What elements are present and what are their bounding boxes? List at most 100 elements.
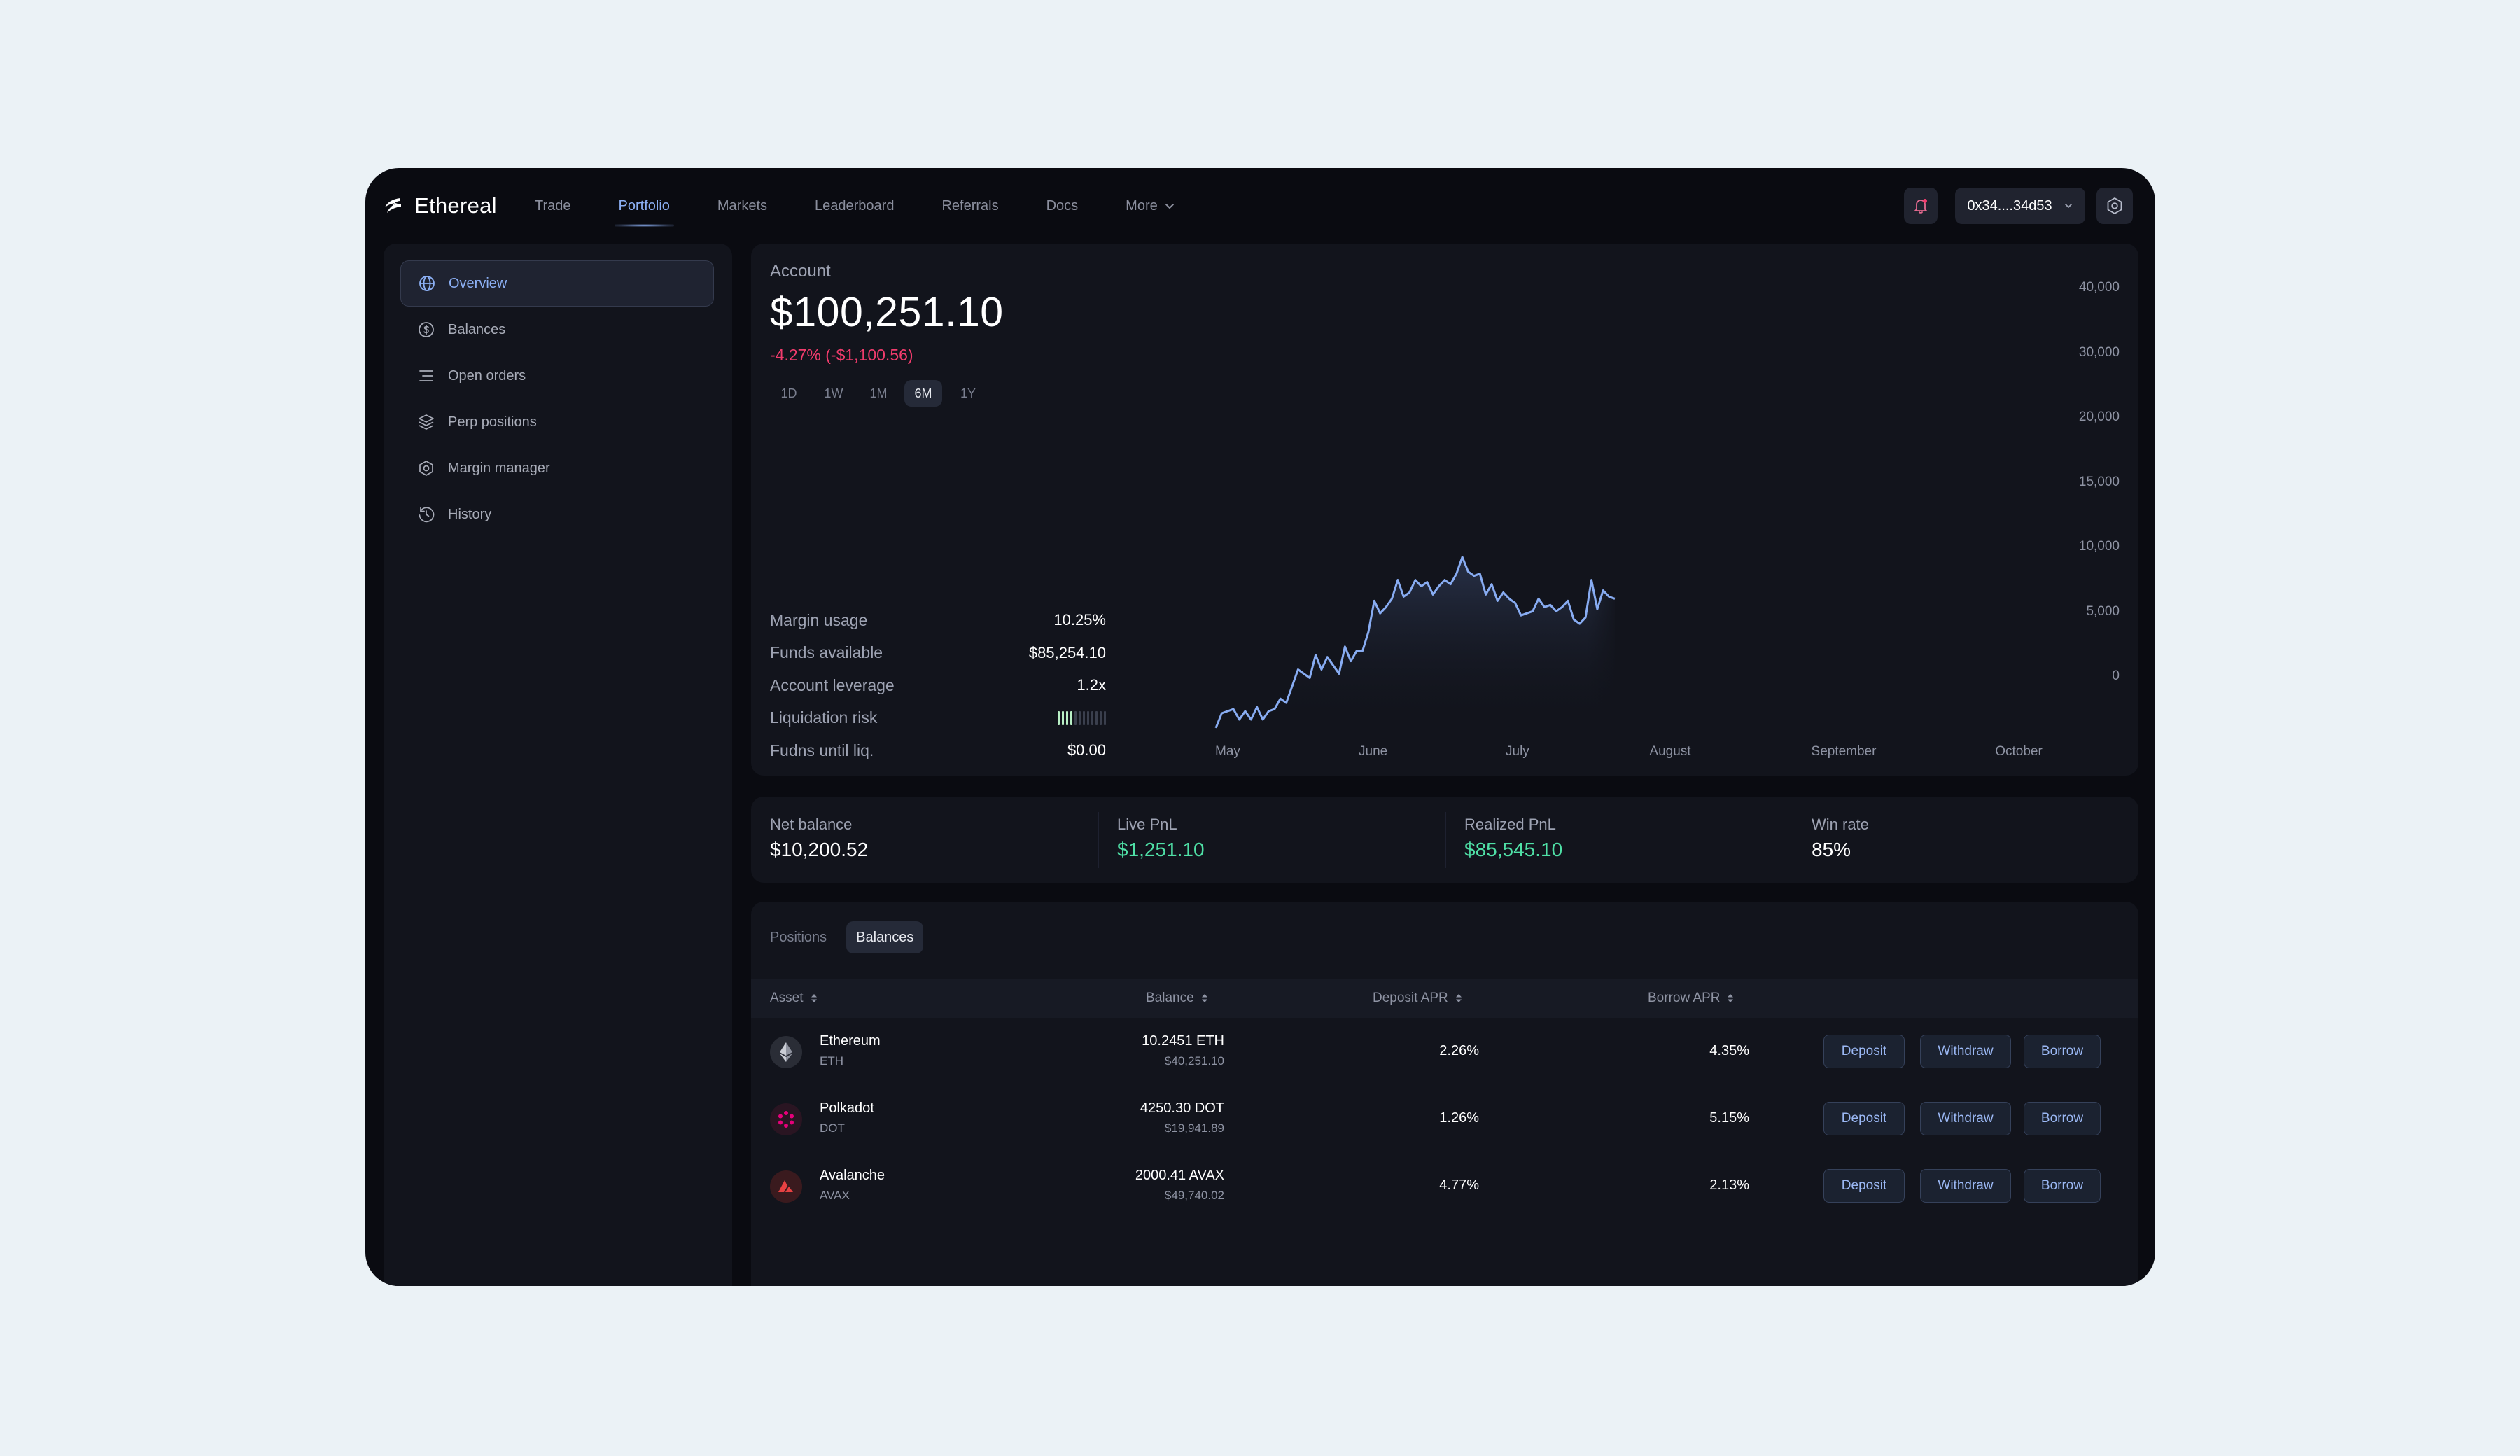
summary-value: $85,545.10: [1464, 839, 1563, 860]
stat-liquidation-risk: Liquidation risk: [770, 702, 1106, 735]
nav-more-menu[interactable]: More: [1126, 198, 1175, 214]
stat-funds-available: Funds available $85,254.10: [770, 637, 1106, 670]
stat-label: Liquidation risk: [770, 708, 878, 727]
nav-referrals[interactable]: Referrals: [941, 197, 999, 214]
deposit-apr: 4.77%: [1439, 1177, 1479, 1193]
wallet-dropdown[interactable]: 0x34....34d53: [1955, 188, 2085, 224]
sidebar-item-label: Open orders: [448, 368, 526, 384]
sidebar-item-label: Margin manager: [448, 460, 550, 476]
x-tick-label: October: [1995, 744, 2043, 759]
sidebar-item-perp-positions[interactable]: Perp positions: [400, 399, 714, 445]
column-label: Asset: [770, 990, 804, 1005]
y-tick-label: 5,000: [2086, 604, 2120, 619]
nav-markets[interactable]: Markets: [717, 197, 768, 214]
table-header: Asset Balance Deposit APR Borrow APR: [751, 979, 2138, 1018]
column-label: Balance: [1146, 990, 1194, 1005]
risk-segment: [1096, 710, 1098, 725]
risk-segment: [1062, 710, 1064, 725]
stat-value: $0.00: [1067, 741, 1106, 760]
range-tab-1d[interactable]: 1D: [780, 386, 797, 400]
column-header-balance[interactable]: Balance: [1146, 979, 1208, 1018]
stat-account-leverage: Account leverage 1.2x: [770, 669, 1106, 702]
sidebar-item-margin-manager[interactable]: Margin manager: [400, 445, 714, 491]
sidebar-item-open-orders[interactable]: Open orders: [400, 353, 714, 399]
borrow-button[interactable]: Borrow: [2024, 1035, 2101, 1068]
withdraw-button[interactable]: Withdraw: [1920, 1035, 2011, 1068]
risk-segment: [1058, 710, 1060, 725]
summary-net-balance: Net balance $10,200.52: [751, 797, 1098, 883]
nav-leaderboard[interactable]: Leaderboard: [815, 197, 895, 214]
y-tick-label: 40,000: [2079, 280, 2120, 295]
range-tab-1y[interactable]: 1Y: [960, 386, 976, 400]
balance-usd: $40,251.10: [1164, 1054, 1224, 1068]
stat-margin-usage: Margin usage 10.25%: [770, 604, 1106, 637]
range-tab-1w[interactable]: 1W: [824, 386, 844, 400]
logo[interactable]: Ethereal: [382, 192, 497, 220]
app-window: Ethereal Trade Portfolio Markets Leaderb…: [365, 168, 2155, 1286]
globe-icon: [419, 276, 435, 291]
y-tick-label: 20,000: [2079, 410, 2120, 424]
notifications-button[interactable]: [1904, 188, 1938, 224]
borrow-apr: 5.15%: [1709, 1110, 1749, 1126]
sort-icon: [811, 994, 817, 1002]
stat-value: $85,254.10: [1028, 643, 1106, 662]
sidebar-item-overview[interactable]: Overview: [400, 260, 714, 307]
account-value: $100,251.10: [770, 289, 1004, 335]
column-label: Deposit APR: [1373, 990, 1448, 1005]
column-header-asset[interactable]: Asset: [770, 979, 818, 1018]
ethereal-logo-icon: [385, 198, 401, 213]
summary-label: Realized PnL: [1464, 816, 1556, 833]
stat-label: Margin usage: [770, 610, 868, 629]
column-header-deposit-apr[interactable]: Deposit APR: [1373, 979, 1462, 1018]
column-header-borrow-apr[interactable]: Borrow APR: [1648, 979, 1734, 1018]
x-tick-label: June: [1359, 744, 1387, 759]
balance-usd: $19,941.89: [1164, 1121, 1224, 1135]
risk-segment: [1066, 710, 1068, 725]
nav-more-label: More: [1126, 197, 1158, 214]
risk-segment: [1079, 710, 1081, 725]
tab-balances[interactable]: Balances: [846, 921, 924, 953]
summary-value: $10,200.52: [770, 839, 869, 860]
y-tick-label: 15,000: [2079, 475, 2120, 489]
wallet-address: 0x34....34d53: [1967, 197, 2052, 214]
deposit-button[interactable]: Deposit: [1823, 1035, 1905, 1068]
account-value-chart: 40,000 30,000 20,000 15,000 10,000 5,000 0 May J…: [1214, 280, 2120, 759]
sort-icon: [1455, 994, 1462, 1002]
asset-symbol: AVAX: [820, 1189, 850, 1202]
range-tab-1m[interactable]: 1M: [869, 386, 888, 400]
column-label: Borrow APR: [1648, 990, 1721, 1005]
withdraw-button[interactable]: Withdraw: [1920, 1102, 2011, 1135]
nav-docs[interactable]: Docs: [1046, 197, 1079, 214]
chevron-down-icon: [1165, 204, 1174, 209]
borrow-button[interactable]: Borrow: [2024, 1169, 2101, 1203]
range-tab-6m[interactable]: 6M: [904, 380, 942, 407]
balances-table-panel: Positions Balances Asset Balance Deposit…: [751, 902, 2138, 1286]
balance-amount: 2000.41 AVAX: [1135, 1168, 1224, 1183]
dollar-circle-icon: [419, 322, 434, 337]
settings-button[interactable]: [2096, 188, 2133, 224]
sidebar: Overview Balances Open orders Perp posit…: [384, 244, 732, 1286]
table-tabs: Positions Balances: [770, 921, 924, 953]
deposit-button[interactable]: Deposit: [1823, 1169, 1905, 1203]
asset-name: Avalanche: [820, 1168, 886, 1183]
table-row-ethereum: Ethereum ETH 10.2451 ETH $40,251.10 2.26…: [751, 1018, 2138, 1085]
nav-trade[interactable]: Trade: [535, 197, 571, 214]
deposit-button[interactable]: Deposit: [1823, 1102, 1905, 1135]
balance-amount: 4250.30 DOT: [1140, 1100, 1224, 1116]
app-name: Ethereal: [414, 193, 497, 218]
tab-positions[interactable]: Positions: [770, 929, 827, 945]
stat-label: Funds available: [770, 643, 883, 662]
borrow-apr: 4.35%: [1709, 1043, 1749, 1058]
borrow-button[interactable]: Borrow: [2024, 1102, 2101, 1135]
risk-segment: [1074, 710, 1077, 725]
divider: [1098, 812, 1099, 868]
nav-portfolio[interactable]: Portfolio: [614, 197, 675, 227]
sidebar-item-balances[interactable]: Balances: [400, 307, 714, 353]
withdraw-button[interactable]: Withdraw: [1920, 1169, 2011, 1203]
sidebar-item-history[interactable]: History: [400, 491, 714, 538]
risk-segment: [1070, 710, 1072, 725]
sidebar-item-label: History: [448, 506, 492, 522]
risk-segment: [1087, 710, 1089, 725]
summary-value: $1,251.10: [1117, 839, 1205, 860]
borrow-apr: 2.13%: [1709, 1177, 1749, 1193]
